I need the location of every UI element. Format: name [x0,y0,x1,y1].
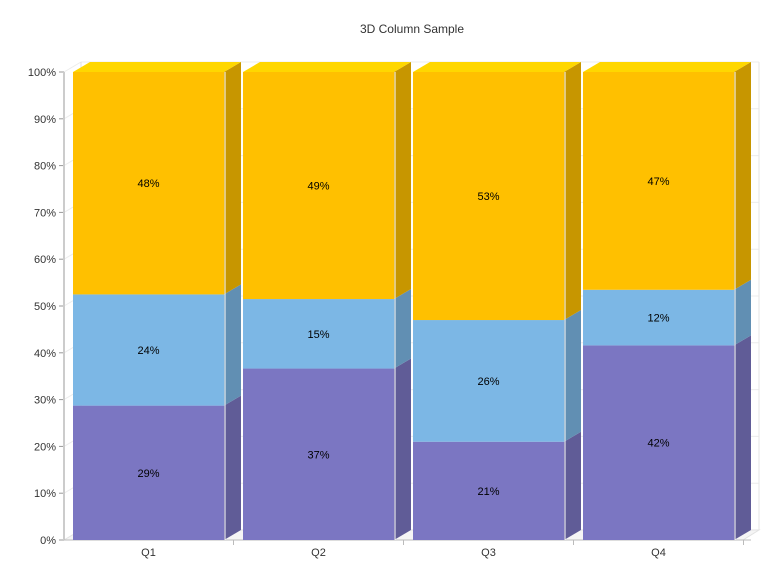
y-tick-label: 30% [34,395,56,407]
data-label: 15% [307,329,329,341]
bar-segment-front [583,289,734,346]
y-tick-label: 80% [34,161,56,173]
bar-segment-front [243,72,394,300]
bar-segment-front [73,405,224,540]
bars [73,62,751,540]
data-label: 53% [477,191,499,203]
y-tick-label: 100% [28,67,56,79]
bar-segment-side [734,62,751,290]
bar-top [243,62,411,72]
bar-top [583,62,751,72]
bar-segment-front [73,294,224,406]
y-tick-label: 60% [34,254,56,266]
axes: 0% 10% 20% 30% 40% 50% 60% 70% 80% 90% 100% Q1 Q2 Q3 Q… [28,67,751,559]
bar-segment-side [224,284,241,406]
bar-top [73,62,241,72]
y-tick-label: 40% [34,348,56,360]
y-tick-label: 0% [40,535,56,547]
bar-segment-front [583,72,734,290]
data-label: 49% [307,181,329,193]
gridline-side [63,61,82,73]
data-label: 21% [477,486,499,498]
data-labels: 29% 24% 48% 37% 15% 49% 21% 26% 53% 42% 12% 47% [137,176,669,498]
bar-segment-side [394,289,411,369]
y-tick-label: 10% [34,488,56,500]
bar-segment-side [734,335,751,540]
x-tick-label: Q2 [311,547,326,559]
data-label: 12% [647,313,669,325]
bar-segment-front [413,441,564,540]
bar-segment-front [413,320,564,442]
bar-segment-side [394,358,411,540]
y-tick-label: 50% [34,301,56,313]
data-label: 24% [137,345,159,357]
data-label: 47% [647,176,669,188]
bar-segment-side [564,62,581,321]
bar-segment-front [243,299,394,369]
x-tick-label: Q4 [651,547,666,559]
x-tick-label: Q1 [141,547,156,559]
data-label: 37% [307,449,329,461]
chart-title: 3D Column Sample [360,22,464,36]
bar-segment-side [394,62,411,300]
bar-segment-front [413,72,564,321]
bar-segment-side [224,395,241,540]
y-tick-label: 70% [34,207,56,219]
bar-segment-front [73,72,224,295]
data-label: 26% [477,376,499,388]
bar-segment-front [583,345,734,540]
data-label: 48% [137,178,159,190]
bar-segment-side [224,62,241,295]
bar-segment-front [243,368,394,540]
y-tick-label: 20% [34,441,56,453]
bar-segment-side [734,279,751,346]
bar-top [413,62,581,72]
x-tick-label: Q3 [481,547,496,559]
data-label: 42% [647,438,669,450]
bar-segment-side [564,431,581,540]
data-label: 29% [137,468,159,480]
y-tick-label: 90% [34,114,56,126]
bar-segment-side [564,310,581,442]
